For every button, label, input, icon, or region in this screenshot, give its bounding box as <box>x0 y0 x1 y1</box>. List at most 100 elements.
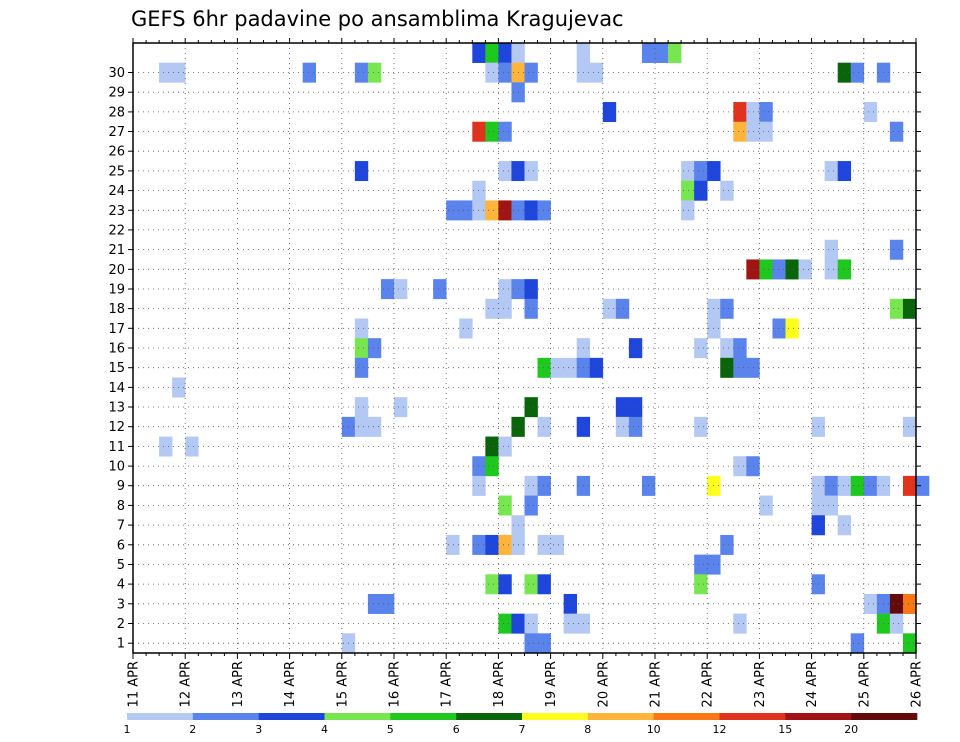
heatmap-cell <box>850 633 865 654</box>
heatmap-cell <box>550 357 564 378</box>
heatmap-cell <box>668 43 682 63</box>
colorbar-label: 3 <box>255 723 262 736</box>
heatmap-cell <box>694 180 708 201</box>
y-tick-label: 4 <box>117 578 125 593</box>
heatmap-cell <box>902 475 917 496</box>
heatmap-cell <box>602 298 617 319</box>
heatmap-cell <box>824 259 838 280</box>
colorbar-label: 1 <box>124 723 131 736</box>
heatmap-cell <box>785 259 799 280</box>
heatmap-cell <box>889 593 904 614</box>
x-tick-label: 12 APR <box>179 661 194 707</box>
heatmap-cell <box>537 416 551 437</box>
colorbar-label: 15 <box>778 723 792 736</box>
heatmap-cell <box>498 534 512 555</box>
y-tick-label: 22 <box>108 223 125 238</box>
colorbar-swatch <box>785 713 852 720</box>
heatmap-cell <box>159 62 173 83</box>
heatmap-cell <box>733 102 747 123</box>
heatmap-cell <box>498 200 512 221</box>
colorbar-swatch <box>653 713 720 720</box>
heatmap-cell <box>354 161 369 182</box>
y-tick-label: 21 <box>108 243 125 258</box>
y-tick-label: 24 <box>108 184 125 199</box>
heatmap-cell <box>498 121 512 142</box>
y-tick-label: 20 <box>108 263 125 278</box>
x-tick-label: 15 APR <box>335 661 350 707</box>
chart-title: GEFS 6hr padavine po ansamblima Kragujev… <box>131 7 624 31</box>
heatmap-cell <box>785 318 799 339</box>
y-tick-label: 18 <box>108 302 125 317</box>
heatmap-cell <box>537 475 551 496</box>
heatmap-cell <box>550 534 564 555</box>
heatmap-cell <box>889 121 904 142</box>
y-tick-label: 8 <box>117 499 125 514</box>
y-tick-label: 30 <box>108 66 125 81</box>
heatmap-cell <box>759 102 773 123</box>
y-tick-label: 25 <box>108 164 125 179</box>
heatmap-cell <box>916 475 930 496</box>
heatmap-cell <box>589 62 604 83</box>
y-tick-label: 29 <box>108 86 125 101</box>
y-tick-label: 6 <box>117 538 125 553</box>
heatmap-cell <box>563 593 577 614</box>
heatmap-cell <box>524 62 538 83</box>
heatmap-cell <box>837 161 852 182</box>
heatmap-cell <box>485 121 499 142</box>
heatmap-cell <box>720 357 734 378</box>
heatmap-cell <box>759 259 773 280</box>
heatmap-cell <box>902 416 917 437</box>
heatmap-cell <box>537 200 551 221</box>
heatmap-cell <box>459 200 473 221</box>
y-tick-label: 27 <box>108 125 125 140</box>
heatmap-cell <box>720 534 734 555</box>
heatmap-cell <box>902 633 917 654</box>
heatmap-cell <box>537 357 551 378</box>
heatmap-cell <box>498 298 512 319</box>
heatmap-cell <box>367 338 382 359</box>
heatmap-cell <box>589 357 604 378</box>
heatmap-cell <box>602 102 617 123</box>
x-tick-label: 26 APR <box>910 661 925 707</box>
heatmap-cell <box>498 613 512 634</box>
heatmap-cell <box>485 62 499 83</box>
heatmap-cell <box>628 416 643 437</box>
heatmap-cell <box>824 239 838 260</box>
x-tick-label: 18 APR <box>492 661 507 707</box>
heatmap-cell <box>694 554 708 575</box>
y-tick-label: 23 <box>108 204 125 219</box>
colorbar: 1 2 3 4 5 6 7 8 10 12 15 20 <box>124 713 918 736</box>
y-tick-label: 3 <box>117 597 125 612</box>
heatmap-cell <box>694 161 708 182</box>
y-tick-label: 11 <box>108 440 125 455</box>
y-tick-label: 26 <box>108 145 125 160</box>
heatmap-cell <box>524 475 538 496</box>
heatmap-cell <box>641 43 656 63</box>
colorbar-label: 6 <box>453 723 460 736</box>
heatmap-cell <box>380 279 395 300</box>
colorbar-swatch <box>851 713 918 720</box>
heatmap-cell <box>628 338 643 359</box>
x-tick-label: 22 APR <box>701 661 716 707</box>
heatmap-cell <box>302 62 316 83</box>
x-tick-label: 23 APR <box>753 661 768 707</box>
colorbar-label: 7 <box>519 723 526 736</box>
heatmap-cell <box>524 633 538 654</box>
heatmap-cell <box>733 338 747 359</box>
y-tick-label: 19 <box>108 283 125 298</box>
y-tick-label: 17 <box>108 322 125 337</box>
heatmap-cell <box>485 298 499 319</box>
heatmap-cell <box>681 161 695 182</box>
heatmap-cell <box>863 593 878 614</box>
heatmap-cell <box>524 298 538 319</box>
heatmap-cell <box>837 515 852 536</box>
heatmap-cell <box>902 593 917 614</box>
colorbar-label: 20 <box>844 723 858 736</box>
heatmap-cell <box>681 200 695 221</box>
heatmap-cell <box>498 279 512 300</box>
heatmap-cell <box>524 574 538 595</box>
x-tick-label: 17 APR <box>440 661 455 707</box>
heatmap-cell <box>902 298 917 319</box>
heatmap-cell <box>524 200 538 221</box>
